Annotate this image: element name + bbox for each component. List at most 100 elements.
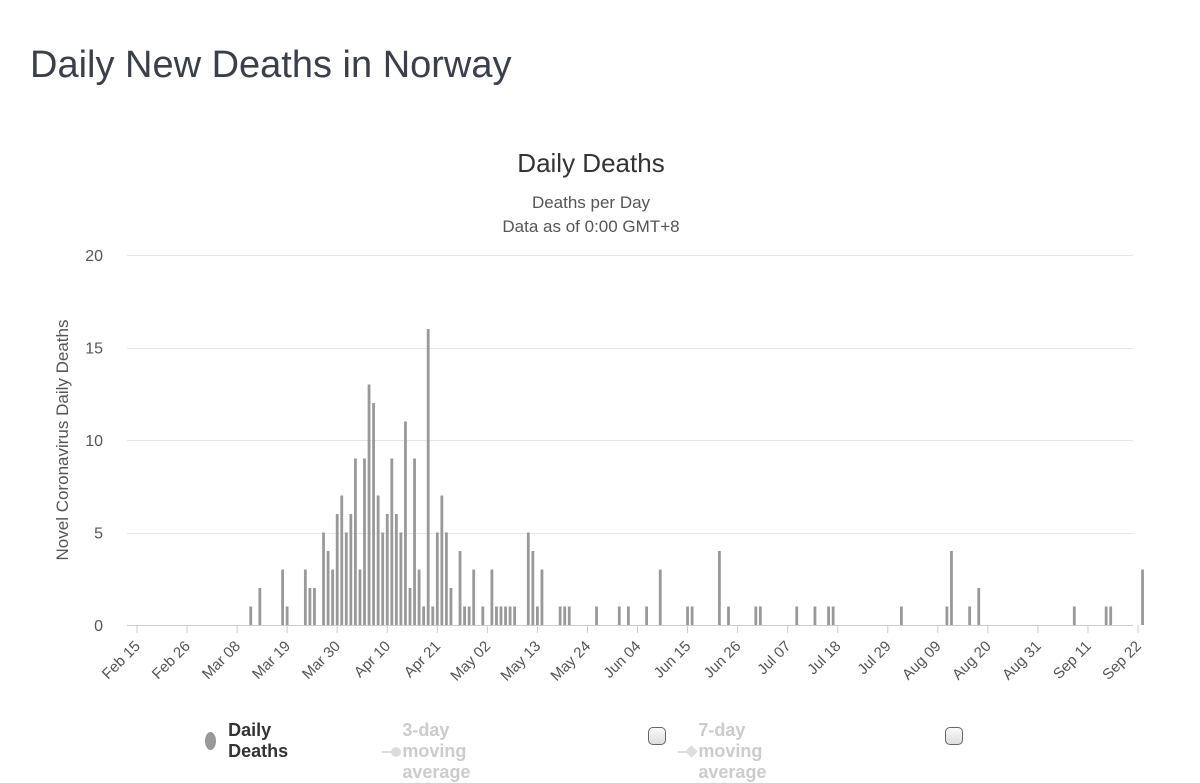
bar[interactable] <box>281 569 284 626</box>
x-tick-label: Apr 10 <box>351 638 394 681</box>
x-tick-label: Apr 21 <box>401 638 444 681</box>
bar[interactable] <box>499 606 503 626</box>
bar[interactable] <box>1072 606 1076 626</box>
bar[interactable] <box>1109 606 1113 626</box>
bar[interactable] <box>404 421 407 626</box>
bar[interactable] <box>754 606 758 626</box>
bar[interactable] <box>900 606 903 626</box>
bar[interactable] <box>686 606 689 626</box>
bar[interactable] <box>358 569 362 626</box>
bar[interactable] <box>258 588 262 625</box>
bar[interactable] <box>331 569 335 626</box>
bar[interactable] <box>526 532 530 626</box>
legend-daily-deaths-label: Daily Deaths <box>228 720 289 761</box>
bar[interactable] <box>977 588 981 625</box>
bar[interactable] <box>718 551 721 625</box>
x-tick-label: Mar 19 <box>249 638 294 683</box>
bar[interactable] <box>658 569 662 626</box>
x-tick-label: Feb 26 <box>149 638 194 683</box>
bar[interactable] <box>1141 569 1144 626</box>
bar[interactable] <box>1104 606 1108 626</box>
bar[interactable] <box>372 403 375 625</box>
bar[interactable] <box>335 514 339 625</box>
bar[interactable] <box>758 606 762 626</box>
bar[interactable] <box>326 551 330 625</box>
bar[interactable] <box>449 588 453 625</box>
bar[interactable] <box>813 606 817 626</box>
bar[interactable] <box>394 514 398 625</box>
bar[interactable] <box>531 551 535 625</box>
bar[interactable] <box>831 606 835 626</box>
legend-3day-average[interactable]: 3-day moving average <box>382 720 486 783</box>
bar[interactable] <box>303 569 307 626</box>
bar[interactable] <box>322 532 325 626</box>
bar[interactable] <box>445 532 448 626</box>
bar[interactable] <box>426 329 430 625</box>
bar[interactable] <box>390 458 394 626</box>
bar[interactable] <box>308 588 312 625</box>
chart-title: Daily Deaths <box>517 148 665 178</box>
x-tick-label: Sep 22 <box>1099 638 1145 684</box>
bar[interactable] <box>340 495 344 626</box>
bar[interactable] <box>349 514 353 625</box>
bar[interactable] <box>567 606 571 626</box>
bar[interactable] <box>354 458 357 626</box>
bar[interactable] <box>540 569 544 626</box>
chart-subtitle: Deaths per Day <box>531 193 651 212</box>
toggle-3day-average-checkbox[interactable] <box>648 727 666 745</box>
bar[interactable] <box>513 606 517 626</box>
bar[interactable] <box>950 551 953 625</box>
bar[interactable] <box>435 532 439 626</box>
bar[interactable] <box>727 606 730 626</box>
bar[interactable] <box>408 588 412 625</box>
bar[interactable] <box>690 606 694 626</box>
x-tick-label: Aug 09 <box>899 638 945 684</box>
legend-7day-average[interactable]: 7-day moving average <box>678 720 782 783</box>
bar[interactable] <box>440 495 444 626</box>
x-tick-label: Mar 30 <box>299 638 344 683</box>
bar[interactable] <box>344 532 348 626</box>
bar[interactable] <box>495 606 498 626</box>
bar[interactable] <box>558 606 562 626</box>
bar[interactable] <box>795 606 799 626</box>
bar[interactable] <box>422 606 426 626</box>
bar[interactable] <box>399 532 403 626</box>
bar[interactable] <box>945 606 949 626</box>
x-tick-label: May 13 <box>497 638 544 685</box>
y-tick-label: 10 <box>85 433 103 450</box>
bar[interactable] <box>431 606 435 626</box>
bar[interactable] <box>472 569 476 626</box>
bar[interactable] <box>508 606 512 626</box>
bar[interactable] <box>376 495 380 626</box>
legend-7day-average-label: 7-day moving average <box>698 720 767 782</box>
bar[interactable] <box>627 606 630 626</box>
bar[interactable] <box>463 606 466 626</box>
bar[interactable] <box>249 606 253 626</box>
bar[interactable] <box>467 606 471 626</box>
bar[interactable] <box>595 606 598 626</box>
bar[interactable] <box>645 606 648 626</box>
bar[interactable] <box>313 588 316 625</box>
bar[interactable] <box>285 606 289 626</box>
bar[interactable] <box>367 384 371 626</box>
bar[interactable] <box>385 514 389 625</box>
bar[interactable] <box>968 606 972 626</box>
bar[interactable] <box>363 458 366 626</box>
bar[interactable] <box>504 606 507 626</box>
bar[interactable] <box>536 606 539 626</box>
bar[interactable] <box>413 458 416 626</box>
legend-daily-deaths[interactable]: Daily Deaths <box>205 720 295 762</box>
bar[interactable] <box>417 569 421 626</box>
x-tick-label: Jul 07 <box>754 638 794 678</box>
bar[interactable] <box>827 606 830 626</box>
bar[interactable] <box>617 606 621 626</box>
bar[interactable] <box>563 606 567 626</box>
toggle-7day-average-checkbox[interactable] <box>945 727 963 745</box>
bar[interactable] <box>458 551 462 625</box>
bar[interactable] <box>481 606 485 626</box>
x-tick-label: Jul 29 <box>854 638 894 678</box>
y-tick-label: 20 <box>85 248 103 265</box>
legend-3day-average-label: 3-day moving average <box>402 720 471 782</box>
bar[interactable] <box>381 532 385 626</box>
bar[interactable] <box>490 569 494 626</box>
